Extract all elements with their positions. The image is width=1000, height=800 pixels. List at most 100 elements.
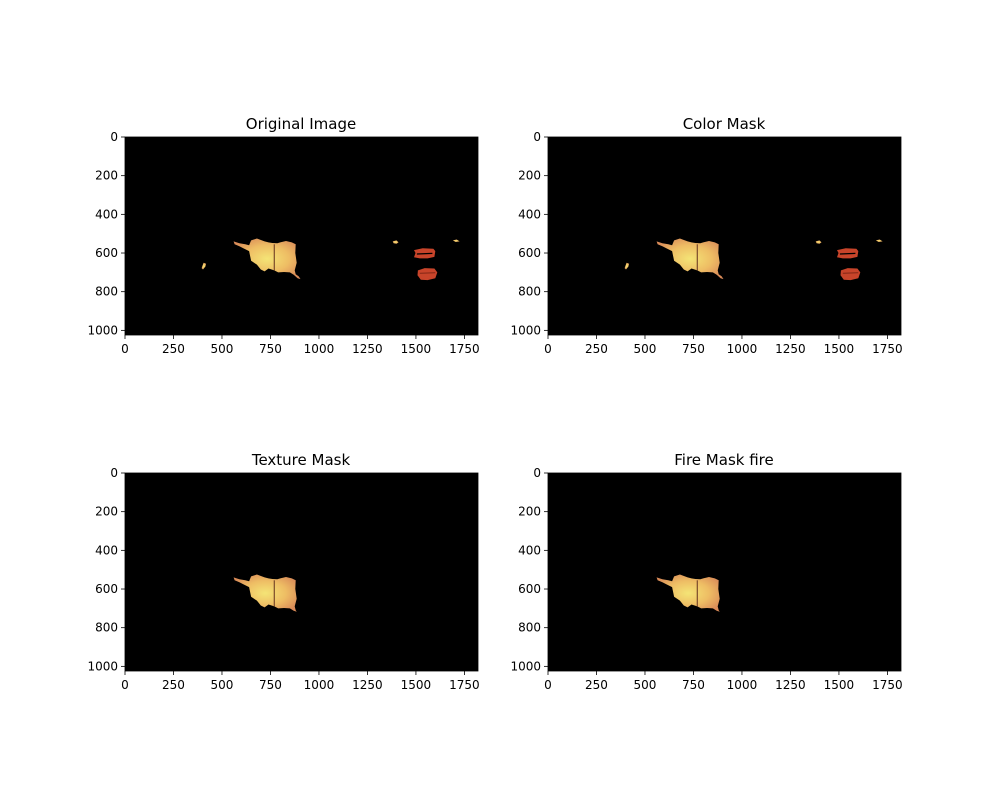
red-object-gap (416, 252, 433, 255)
y-tick-label: 0 (533, 130, 541, 144)
x-tick-label: 0 (121, 342, 129, 356)
y-tick-label: 600 (518, 246, 541, 260)
panel-title: Fire Mask fire (674, 451, 773, 469)
x-tick-label: 1250 (352, 342, 383, 356)
x-tick-label: 1500 (824, 678, 855, 692)
region-main-fire (233, 574, 297, 612)
x-axis: 0 250 500 750 1000 1250 1500 1750 (121, 335, 480, 356)
x-axis: 0 250 500 750 1000 1250 1500 1750 (121, 671, 480, 692)
red-object-gap (842, 272, 859, 274)
red-object-gap (839, 252, 856, 255)
x-tick-label: 1750 (449, 342, 480, 356)
image-area (548, 473, 901, 671)
x-tick-label: 750 (682, 342, 705, 356)
image-area (125, 137, 478, 335)
y-tick-label: 0 (533, 466, 541, 480)
x-tick-label: 750 (259, 678, 282, 692)
x-tick-label: 250 (585, 342, 608, 356)
y-tick-label: 800 (518, 621, 541, 635)
region-main-fire (656, 238, 724, 280)
image-regions (201, 238, 460, 281)
y-tick-label: 0 (110, 130, 118, 144)
region-main-fire (656, 574, 720, 612)
x-tick-label: 250 (162, 678, 185, 692)
panel-title: Color Mask (683, 115, 766, 133)
x-tick-label: 250 (585, 678, 608, 692)
x-tick-label: 1250 (775, 342, 806, 356)
x-axis: 0 250 500 750 1000 1250 1500 1750 (544, 335, 903, 356)
x-tick-label: 500 (211, 678, 234, 692)
panel-title: Original Image (246, 115, 356, 133)
image-regions (624, 238, 883, 281)
region-red-object-lower (840, 268, 861, 281)
x-tick-label: 1750 (872, 342, 903, 356)
red-object-gap (419, 272, 436, 274)
y-tick-label: 400 (518, 543, 541, 557)
x-tick-label: 0 (121, 678, 129, 692)
y-tick-label: 1000 (87, 323, 118, 337)
panel-title: Texture Mask (251, 451, 351, 469)
x-tick-label: 1500 (824, 342, 855, 356)
image-regions (233, 574, 297, 612)
y-axis: 0 200 400 600 800 1000 (510, 130, 548, 337)
y-tick-label: 400 (95, 207, 118, 221)
x-tick-label: 500 (634, 678, 657, 692)
y-tick-label: 400 (518, 207, 541, 221)
y-tick-label: 600 (95, 246, 118, 260)
image-area (548, 137, 901, 335)
panel-original-image: Original Image 0 250 500 750 1000 1250 1500 175… (87, 115, 479, 356)
x-tick-label: 1750 (449, 678, 480, 692)
y-tick-label: 200 (95, 505, 118, 519)
x-tick-label: 1250 (775, 678, 806, 692)
y-axis: 0 200 400 600 800 1000 (87, 130, 125, 337)
region-main-fire (233, 238, 301, 280)
y-tick-label: 0 (110, 466, 118, 480)
x-axis: 0 250 500 750 1000 1250 1500 1750 (544, 671, 903, 692)
x-tick-label: 0 (544, 342, 552, 356)
x-tick-label: 1250 (352, 678, 383, 692)
y-tick-label: 1000 (87, 659, 118, 673)
x-tick-label: 1500 (401, 342, 432, 356)
image-area (125, 473, 478, 671)
y-tick-label: 600 (95, 582, 118, 596)
y-tick-label: 200 (95, 169, 118, 183)
y-tick-label: 800 (95, 621, 118, 635)
x-tick-label: 1500 (401, 678, 432, 692)
y-tick-label: 800 (95, 285, 118, 299)
x-tick-label: 1750 (872, 678, 903, 692)
x-tick-label: 250 (162, 342, 185, 356)
panel-color-mask: Color Mask 0 250 500 750 1000 1250 1500 1750 0 2… (510, 115, 902, 356)
image-regions (656, 574, 720, 612)
region-small-right-spot-2 (875, 239, 883, 242)
region-red-object-lower (417, 268, 438, 281)
y-tick-label: 1000 (510, 323, 541, 337)
y-axis: 0 200 400 600 800 1000 (510, 466, 548, 673)
axes-frame (124, 136, 479, 336)
axes-frame (547, 136, 902, 336)
x-tick-label: 750 (682, 678, 705, 692)
x-tick-label: 750 (259, 342, 282, 356)
y-tick-label: 200 (518, 505, 541, 519)
y-axis: 0 200 400 600 800 1000 (87, 466, 125, 673)
axes-frame (547, 472, 902, 672)
panel-texture-mask: Texture Mask 0 250 500 750 1000 1250 1500 1750 … (87, 451, 479, 692)
x-tick-label: 500 (634, 342, 657, 356)
y-tick-label: 200 (518, 169, 541, 183)
x-tick-label: 1000 (727, 342, 758, 356)
region-small-left-spot (624, 262, 630, 270)
x-tick-label: 1000 (304, 342, 335, 356)
axes-frame (124, 472, 479, 672)
region-small-right-spot-1 (815, 240, 822, 244)
y-tick-label: 600 (518, 582, 541, 596)
panel-fire-mask: Fire Mask fire 0 250 500 750 1000 1250 1500 175… (510, 451, 902, 692)
y-tick-label: 400 (95, 543, 118, 557)
x-tick-label: 0 (544, 678, 552, 692)
x-tick-label: 1000 (727, 678, 758, 692)
region-small-right-spot-1 (392, 240, 399, 244)
region-small-left-spot (201, 262, 207, 270)
y-tick-label: 1000 (510, 659, 541, 673)
region-small-right-spot-2 (452, 239, 460, 242)
y-tick-label: 800 (518, 285, 541, 299)
x-tick-label: 500 (211, 342, 234, 356)
